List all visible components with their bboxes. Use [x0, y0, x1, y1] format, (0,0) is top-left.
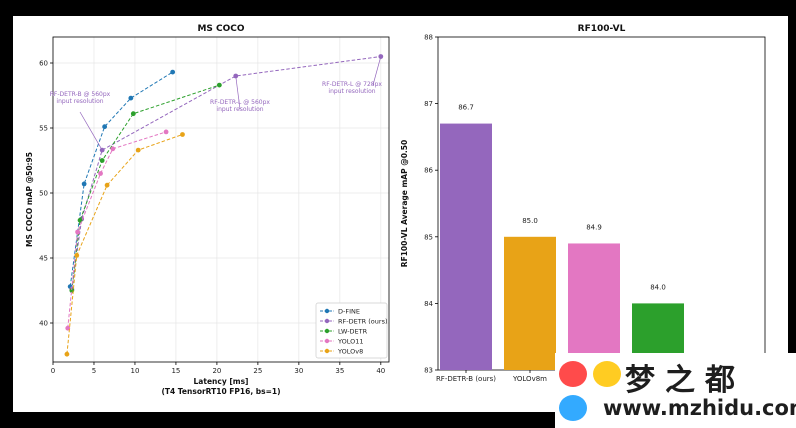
- coco-xlabel-detail: (T4 TensorRT10 FP16, bs=1): [161, 387, 280, 396]
- data-point: [104, 182, 110, 188]
- annotation-arrow: [235, 75, 241, 110]
- y-tick-label: 86: [424, 167, 433, 175]
- bar-value-label: 84.9: [586, 223, 602, 231]
- bar-value-label: 84.0: [650, 283, 666, 291]
- y-tick-label: 84: [424, 300, 433, 308]
- data-point: [130, 111, 136, 117]
- data-point: [128, 95, 134, 101]
- watermark-text: 梦之都: [625, 363, 745, 398]
- x-tick-label: 5: [92, 367, 96, 375]
- coco-plot-frame: [52, 36, 390, 363]
- bar: [568, 243, 620, 370]
- x-tick-label: YOLOv8m: [512, 375, 547, 383]
- legend-swatch-marker: [324, 348, 330, 354]
- rf100-title: RF100-VL: [578, 24, 626, 34]
- watermark-red-face-icon: [559, 361, 587, 387]
- annotation-arrow: [79, 111, 103, 151]
- y-tick-label: 40: [39, 320, 48, 328]
- annotation-label: RF-DETR-L @ 728px: [322, 81, 382, 88]
- rf100-ylabel: RF100-VL Average mAP @0.50: [400, 140, 409, 267]
- data-point: [102, 124, 108, 130]
- data-point: [216, 82, 222, 88]
- annotation-label: RF-DETR-L @ 560px: [210, 99, 270, 106]
- x-tick-label: 20: [212, 367, 221, 375]
- y-tick-label: 83: [424, 367, 433, 375]
- x-tick-label: 35: [335, 367, 344, 375]
- series-line: [66, 134, 183, 355]
- coco-chart: 0 5 10 15 20 25 30 35 40 40 45 50 55 60 MS COCO Latency…: [25, 24, 390, 396]
- y-tick-label: 55: [39, 125, 48, 133]
- coco-xlabel: Latency [ms]: [194, 377, 249, 386]
- legend-label: LW-DETR: [338, 327, 368, 335]
- data-point: [163, 129, 169, 135]
- data-point: [74, 253, 80, 258]
- x-tick-label: 0: [51, 367, 55, 375]
- data-point: [81, 181, 87, 187]
- annotation-arrow: [372, 56, 382, 86]
- data-point: [99, 158, 105, 163]
- y-tick-label: 45: [39, 255, 48, 263]
- data-point: [64, 351, 70, 357]
- bar: [440, 123, 492, 370]
- watermark-yellow-face-icon: [593, 361, 621, 387]
- data-point: [110, 146, 116, 152]
- coco-ylabel: MS COCO mAP @50:95: [25, 152, 34, 247]
- bar: [504, 236, 556, 370]
- legend-swatch-marker: [324, 318, 330, 324]
- x-tick-label: 15: [171, 367, 180, 375]
- data-point: [233, 73, 239, 79]
- legend-swatch-marker: [324, 328, 330, 334]
- y-tick-label: 60: [39, 60, 48, 68]
- x-tick-label: 10: [130, 367, 139, 375]
- figure: 0 5 10 15 20 25 30 35 40 40 45 50 55 60 MS COCO Latency…: [13, 16, 788, 412]
- data-point: [135, 147, 141, 153]
- x-tick-label: 30: [294, 367, 303, 375]
- data-point: [75, 229, 80, 235]
- series-line: [67, 131, 167, 329]
- annotation-label: RF-DETR-B @ 560px: [50, 91, 111, 98]
- bar-value-label: 86.7: [458, 104, 474, 112]
- y-tick-label: 87: [424, 100, 433, 108]
- figure-svg: 0 5 10 15 20 25 30 35 40 40 45 50 55 60 MS COCO Latency…: [25, 24, 766, 396]
- x-tick-label: 25: [253, 367, 262, 375]
- coco-title: MS COCO: [197, 24, 244, 34]
- data-point: [180, 132, 185, 137]
- bar-value-label: 85.0: [522, 217, 538, 225]
- annotation-label: input resolution: [328, 88, 375, 95]
- legend-label: YOLOv8: [337, 347, 363, 355]
- data-point: [98, 171, 103, 176]
- y-tick-label: 50: [39, 190, 48, 198]
- series-line: [71, 56, 381, 290]
- rf100-chart: 83 84 85 86 87 88 RF100-VL RF100-VL Average mAP…: [400, 24, 766, 383]
- legend-label: RF-DETR (ours): [338, 317, 388, 325]
- legend-label: YOLO11: [337, 337, 364, 345]
- legend-label: D-FINE: [338, 307, 360, 315]
- y-tick-label: 88: [424, 34, 433, 42]
- annotation-label: input resolution: [216, 106, 263, 113]
- x-tick-label: 40: [376, 367, 385, 375]
- legend-swatch-marker: [324, 308, 330, 314]
- annotation-label: input resolution: [56, 98, 103, 105]
- legend-box: [315, 302, 388, 359]
- data-point: [170, 69, 176, 75]
- watermark-blue-face-icon: [559, 395, 587, 421]
- watermark: 梦之都 www.mzhidu.com: [555, 353, 796, 428]
- legend-swatch-marker: [324, 338, 330, 344]
- y-tick-label: 85: [424, 233, 433, 241]
- watermark-url: www.mzhidu.com: [603, 396, 796, 420]
- x-tick-label: RF-DETR-B (ours): [436, 375, 496, 383]
